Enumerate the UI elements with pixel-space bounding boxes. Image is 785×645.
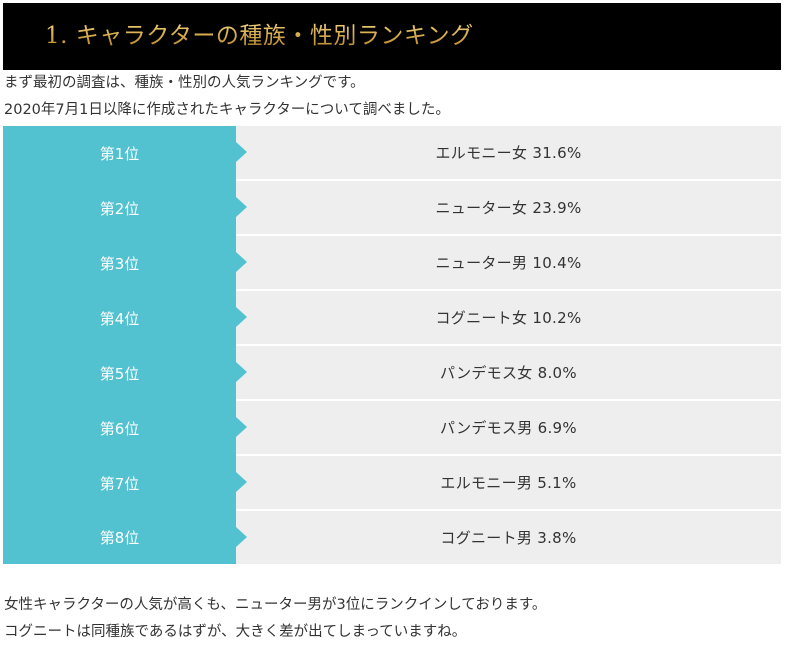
- outro-line-1: 女性キャラクターの人気が高くも、ニューター男が3位にランクインしております。: [4, 597, 547, 613]
- rank-entry: エルモニー男 5.1%: [236, 456, 781, 509]
- arrow-right-icon: [236, 142, 247, 162]
- rank-entry: コグニート女 10.2%: [236, 291, 781, 344]
- ranking-row-4: 第4位 コグニート女 10.2%: [3, 291, 781, 346]
- arrow-right-icon: [236, 307, 247, 327]
- rank-label: 第5位: [3, 346, 236, 401]
- rank-label: 第7位: [3, 456, 236, 511]
- ranking-row-6: 第6位 パンデモス男 6.9%: [3, 401, 781, 456]
- ranking-table: 第1位 エルモニー女 31.6% 第2位 ニューター女 23.9% 第3位 ニュ…: [3, 126, 781, 566]
- arrow-right-icon: [236, 417, 247, 437]
- rank-label: 第2位: [3, 181, 236, 236]
- intro-line-1: まず最初の調査は、種族・性別の人気ランキングです。: [4, 75, 365, 91]
- rank-entry: パンデモス女 8.0%: [236, 346, 781, 399]
- arrow-right-icon: [236, 527, 247, 547]
- ranking-row-7: 第7位 エルモニー男 5.1%: [3, 456, 781, 511]
- section-heading: 1. キャラクターの種族・性別ランキング: [3, 3, 781, 70]
- arrow-right-icon: [236, 252, 247, 272]
- rank-entry: エルモニー女 31.6%: [236, 126, 781, 179]
- rank-entry: ニューター女 23.9%: [236, 181, 781, 234]
- ranking-row-3: 第3位 ニューター男 10.4%: [3, 236, 781, 291]
- outro-line-2: コグニートは同種族であるはずが、大きく差が出てしまっていますね。: [4, 624, 467, 640]
- arrow-right-icon: [236, 472, 247, 492]
- intro-line-2: 2020年7月1日以降に作成されたキャラクターについて調べました。: [4, 102, 450, 118]
- ranking-row-8: 第8位 コグニート男 3.8%: [3, 511, 781, 564]
- rank-label: 第6位: [3, 401, 236, 456]
- rank-label: 第4位: [3, 291, 236, 346]
- rank-label: 第1位: [3, 126, 236, 181]
- ranking-row-1: 第1位 エルモニー女 31.6%: [3, 126, 781, 181]
- section-heading-title: 1. キャラクターの種族・性別ランキング: [45, 20, 474, 52]
- rank-label: 第3位: [3, 236, 236, 291]
- rank-entry: コグニート男 3.8%: [236, 511, 781, 564]
- arrow-right-icon: [236, 362, 247, 382]
- ranking-row-5: 第5位 パンデモス女 8.0%: [3, 346, 781, 401]
- ranking-row-2: 第2位 ニューター女 23.9%: [3, 181, 781, 236]
- arrow-right-icon: [236, 197, 247, 217]
- rank-entry: ニューター男 10.4%: [236, 236, 781, 289]
- rank-label: 第8位: [3, 511, 236, 564]
- rank-entry: パンデモス男 6.9%: [236, 401, 781, 454]
